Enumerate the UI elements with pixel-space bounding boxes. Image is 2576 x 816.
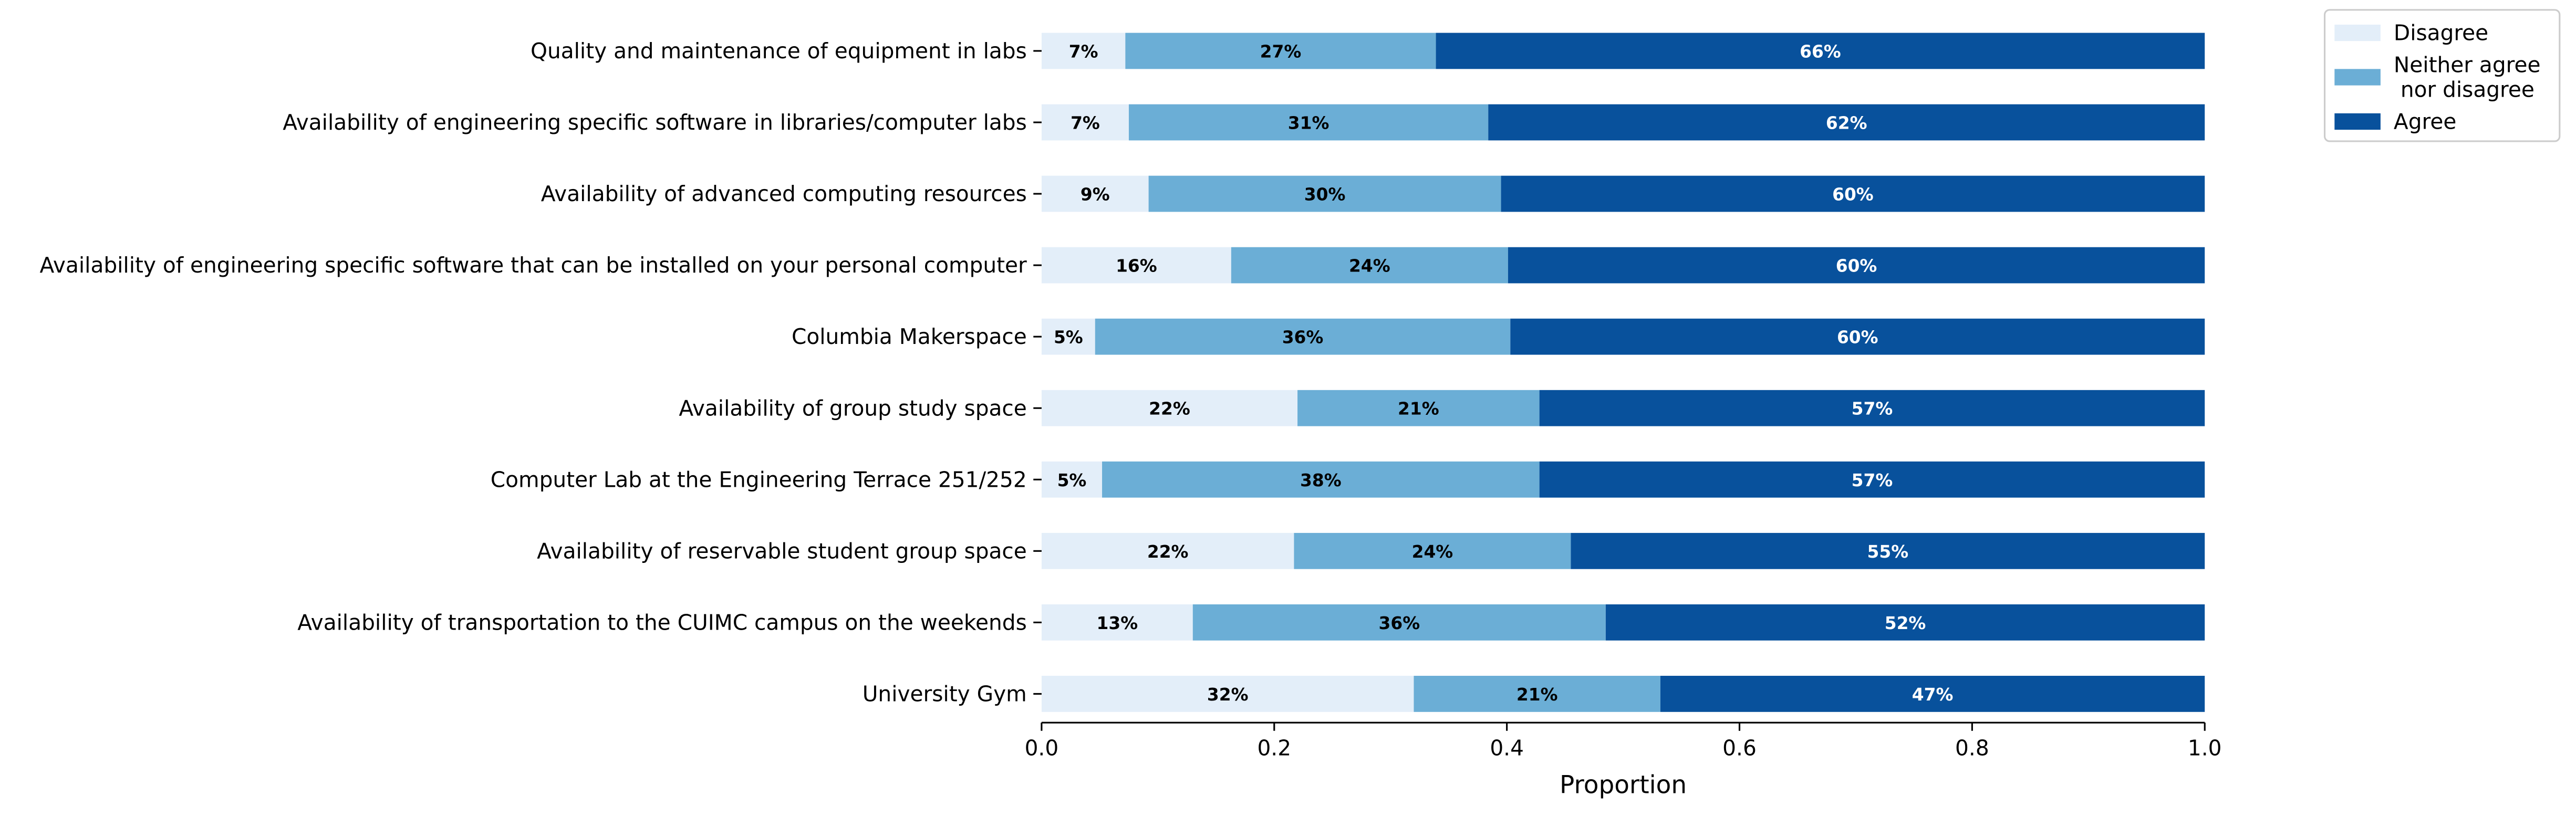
bar-segment-agree (1508, 247, 2205, 284)
category-label: Computer Lab at the Engineering Terrace … (491, 467, 1027, 492)
bar-value-label: 30% (1304, 185, 1346, 205)
bar-value-label: 9% (1081, 185, 1110, 205)
bar-value-label: 47% (1912, 685, 1954, 705)
bar-value-label: 22% (1149, 399, 1190, 419)
x-tick-label: 0.0 (1025, 736, 1059, 761)
bar-value-label: 31% (1288, 113, 1329, 133)
legend-swatch (2334, 69, 2381, 86)
bar-value-label: 27% (1260, 41, 1302, 61)
bar-value-label: 21% (1516, 685, 1558, 705)
bar-value-label: 66% (1800, 41, 1841, 61)
bar-segment-neither-agree (1095, 318, 1511, 355)
bar-segment-agree (1436, 33, 2205, 69)
bar-value-label: 5% (1057, 470, 1087, 490)
bar-segment-disagree (1041, 532, 1294, 569)
bar-value-label: 21% (1398, 399, 1439, 419)
legend-label-line: Agree (2394, 109, 2456, 134)
legend-label: Agree (2394, 109, 2456, 134)
category-label: Availability of engineering specific sof… (283, 110, 1026, 135)
legend-swatch (2334, 24, 2381, 41)
bar-segment-agree (1605, 604, 2205, 641)
bar-segment-agree (1660, 676, 2205, 712)
bar-value-label: 52% (1885, 613, 1926, 633)
bar-segment-agree (1510, 318, 2205, 355)
bar-value-label: 5% (1054, 328, 1083, 348)
x-axis-label: Proportion (1560, 771, 1687, 800)
bar-value-label: 7% (1071, 113, 1100, 133)
bar-segment-disagree (1041, 390, 1298, 426)
legend: Disagree Neither agree nor disagree Agree (2323, 9, 2561, 142)
bar-value-label: 24% (1349, 256, 1390, 276)
legend-label-line: Neither agree (2394, 53, 2541, 78)
category-labels-layer: Quality and maintenance of equipment in … (39, 38, 1042, 706)
category-label: Availability of group study space (679, 395, 1026, 421)
bar-segment-disagree (1041, 104, 1129, 141)
bar-value-label: 22% (1147, 542, 1189, 562)
bar-segment-disagree (1041, 604, 1193, 641)
bar-segment-agree (1571, 532, 2205, 569)
legend-frame (2323, 9, 2561, 142)
x-axis: 0.0 0.2 0.4 0.6 0.8 1.0 (1025, 721, 2222, 761)
bar-segment-disagree (1041, 247, 1231, 284)
category-label: Quality and maintenance of equipment in … (531, 38, 1027, 64)
category-label: University Gym (863, 681, 1027, 706)
bar-segment-disagree (1041, 175, 1149, 212)
bar-value-label: 62% (1826, 113, 1867, 133)
bar-segment-neither-agree (1231, 247, 1508, 284)
bar-value-label: 60% (1832, 185, 1874, 205)
bar-value-label: 36% (1282, 328, 1324, 348)
x-tick-label: 1.0 (2188, 736, 2222, 761)
category-label: Availability of transportation to the CU… (297, 610, 1027, 635)
x-tick-label: 0.8 (1955, 736, 1989, 761)
bar-segment-disagree (1041, 318, 1095, 355)
category-label: Availability of engineering specific sof… (39, 253, 1027, 278)
bar-value-label: 60% (1836, 256, 1877, 276)
legend-label-line: nor disagree (2394, 77, 2535, 102)
x-tick-label: 0.6 (1722, 736, 1757, 761)
category-label: Availability of reservable student group… (537, 538, 1027, 563)
bar-value-label: 13% (1097, 613, 1138, 633)
bar-segment-neither-agree (1128, 104, 1489, 141)
bar-segment-neither-agree (1102, 461, 1540, 498)
bar-segment-agree (1539, 390, 2205, 426)
bar-value-label: 38% (1300, 470, 1342, 490)
bar-segment-disagree (1041, 461, 1103, 498)
bar-value-label: 36% (1379, 613, 1420, 633)
x-tick-label: 0.2 (1257, 736, 1291, 761)
legend-label: Disagree (2394, 20, 2488, 46)
bar-value-label: 32% (1207, 685, 1249, 705)
bar-value-label: 55% (1867, 542, 1909, 562)
bar-segment-neither-agree (1414, 676, 1660, 712)
legend-label: Neither agree nor disagree (2394, 53, 2541, 102)
bar-value-label: 7% (1069, 41, 1098, 61)
bar-segment-agree (1539, 461, 2205, 498)
bars-layer: 7% 27% 66% 7% 31% 62% 9% 30% 60% 16% 24% 60% 5% 36% 60… (1041, 33, 2205, 712)
bar-segment-neither-agree (1294, 532, 1571, 569)
bar-segment-disagree (1041, 33, 1126, 69)
bar-segment-neither-agree (1148, 175, 1501, 212)
legend-swatch (2334, 113, 2381, 130)
bar-segment-agree (1488, 104, 2205, 141)
bar-segment-neither-agree (1125, 33, 1436, 69)
bar-value-label: 24% (1412, 542, 1453, 562)
x-tick-label: 0.4 (1490, 736, 1524, 761)
legend-label-line: Disagree (2394, 20, 2488, 46)
bar-segment-agree (1501, 175, 2205, 212)
bar-value-label: 60% (1837, 328, 1878, 348)
bar-value-label: 57% (1852, 470, 1893, 490)
bar-segment-disagree (1041, 676, 1414, 712)
bar-value-label: 16% (1116, 256, 1157, 276)
category-label: Availability of advanced computing resou… (541, 181, 1027, 206)
bar-segment-neither-agree (1192, 604, 1606, 641)
bar-value-label: 57% (1852, 399, 1893, 419)
bar-segment-neither-agree (1297, 390, 1540, 426)
category-label: Columbia Makerspace (792, 324, 1027, 349)
